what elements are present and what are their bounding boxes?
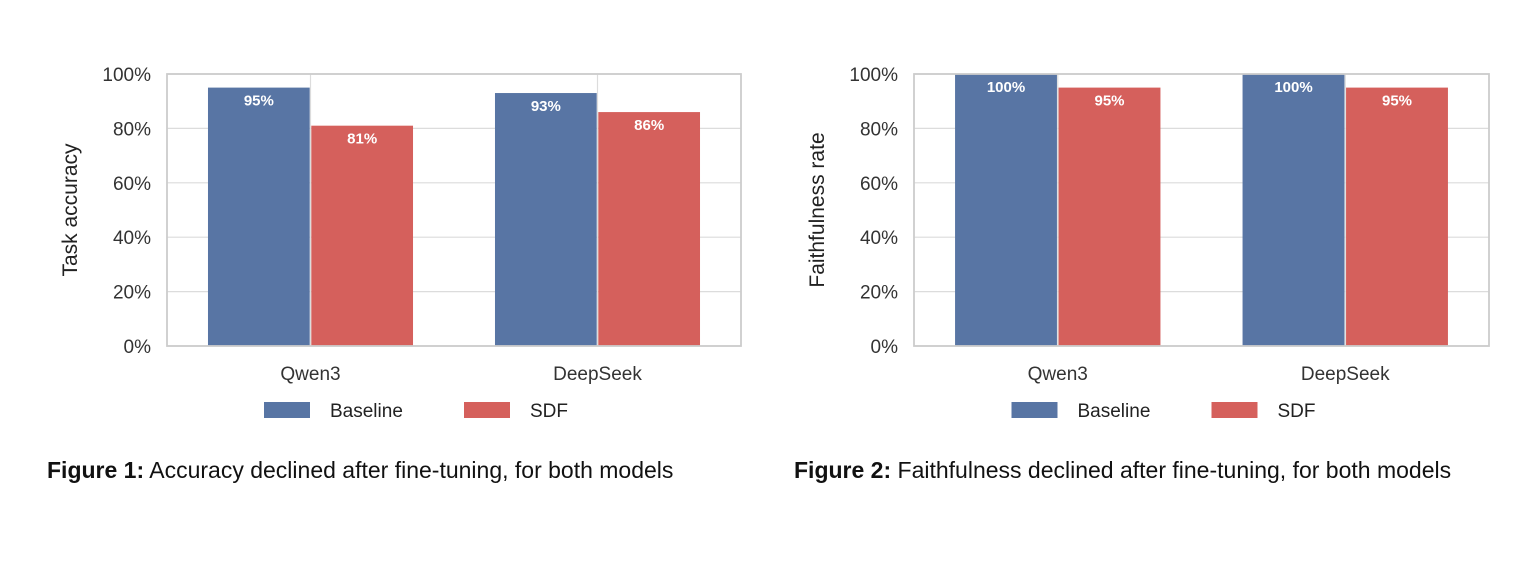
y-tick-label: 40% [860, 228, 898, 249]
legend-swatch-sdf [1211, 402, 1258, 418]
bar-sdf-deepseek [1346, 87, 1448, 346]
y-axis-title: Task accuracy [59, 143, 82, 277]
figure-1-caption-text: Accuracy declined after fine-tuning, for… [144, 457, 674, 483]
y-tick-label: 40% [113, 228, 151, 249]
accuracy-bar-chart: 95% 93% 81% 86% 0% 20% 40% 60% 80% 100% Qwen3 DeepS… [59, 65, 742, 422]
figure-1-caption-label: Figure 1: [47, 457, 145, 483]
bar-sdf-deepseek [598, 112, 701, 346]
y-tick-label: 100% [102, 65, 151, 86]
legend-label-sdf: SDF [1278, 401, 1316, 422]
bar-data-label: 86% [634, 117, 664, 134]
figure-2-caption: Figure 2: Faithfulness declined after fi… [794, 452, 1484, 488]
bar-data-label: 95% [1094, 93, 1124, 110]
y-tick-label: 100% [849, 65, 898, 86]
y-tick-label: 0% [871, 337, 899, 358]
bar-baseline-deepseek [1242, 74, 1345, 346]
figure-2-caption-label: Figure 2: [794, 457, 892, 483]
y-tick-label: 80% [860, 119, 898, 140]
y-tick-label: 60% [860, 174, 898, 195]
bar-baseline-deepseek [494, 93, 597, 346]
bar-data-label: 100% [987, 79, 1025, 96]
y-tick-label: 20% [860, 283, 898, 304]
figure-2: 100% 100% 95% 95% 0% 20% 40% 60% 80% 100% Qwen3 Dee… [758, 0, 1516, 574]
plot-frame [166, 73, 742, 347]
legend-swatch-baseline [1011, 402, 1058, 418]
bar-sdf-qwen3 [311, 125, 414, 347]
bar-data-label: 95% [244, 93, 274, 110]
y-tick-label: 80% [113, 119, 151, 140]
y-axis-title: Faithfulness rate [806, 132, 829, 287]
x-tick-label: DeepSeek [1301, 364, 1390, 385]
faithfulness-bar-chart: 100% 100% 95% 95% 0% 20% 40% 60% 80% 100% Qwen3 Dee… [806, 65, 1490, 422]
plot-frame [913, 73, 1490, 347]
figure-1: 95% 93% 81% 86% 0% 20% 40% 60% 80% 100% Qwen3 DeepS… [47, 65, 747, 488]
bar-data-label: 81% [347, 131, 377, 148]
legend-swatch-sdf [464, 402, 510, 418]
legend-label-baseline: Baseline [1078, 401, 1151, 422]
bar-data-label: 100% [1274, 79, 1312, 96]
bar-baseline-qwen3 [955, 74, 1057, 346]
y-tick-label: 20% [113, 283, 151, 304]
legend-swatch-baseline [264, 402, 310, 418]
x-tick-label: Qwen3 [1028, 364, 1088, 385]
x-tick-label: Qwen3 [280, 364, 340, 385]
bar-baseline-qwen3 [207, 87, 310, 346]
y-tick-label: 60% [113, 174, 151, 195]
bar-sdf-qwen3 [1058, 87, 1161, 346]
bar-data-label: 95% [1382, 93, 1412, 110]
legend-label-baseline: Baseline [330, 401, 403, 422]
figure-2-caption-text: Faithfulness declined after fine-tuning,… [891, 457, 1452, 483]
legend-label-sdf: SDF [530, 401, 568, 422]
figure-1-caption: Figure 1: Accuracy declined after fine-t… [47, 452, 747, 488]
x-tick-label: DeepSeek [553, 364, 642, 385]
y-tick-label: 0% [124, 337, 152, 358]
bar-data-label: 93% [531, 98, 561, 115]
